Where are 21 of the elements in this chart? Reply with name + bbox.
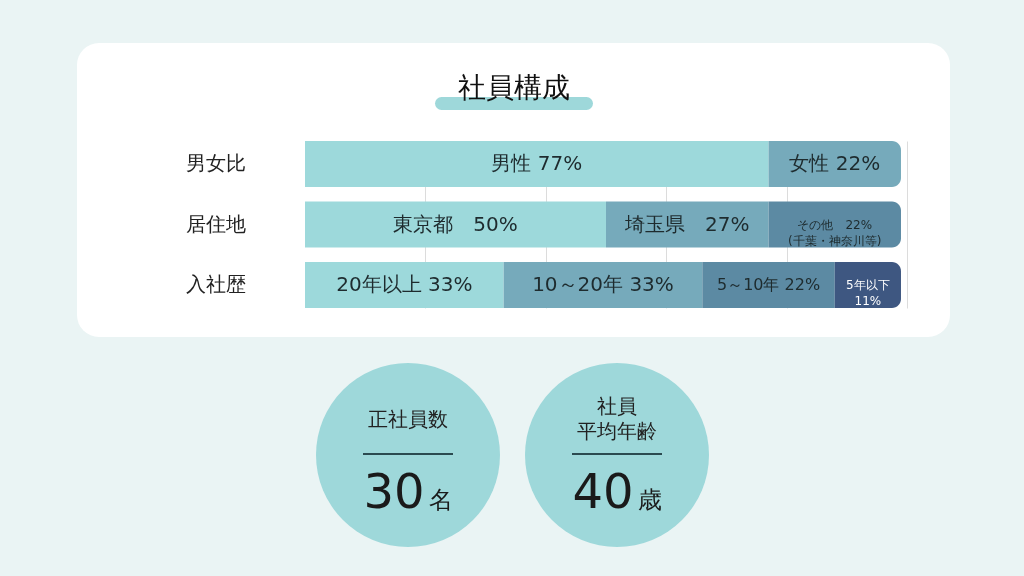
- text: 正社員数: [367, 406, 449, 432]
- chart-title: 社員構成: [457, 71, 570, 104]
- y-tick-label: 入社歴: [185, 272, 246, 297]
- data-label: 20年以上 33%: [336, 272, 473, 297]
- data-label: 5～10年 22%: [716, 275, 821, 295]
- data-label: 男性 77%: [491, 150, 583, 175]
- data-label: 10～20年 33%: [532, 272, 674, 297]
- y-tick-label: 居住地: [185, 211, 246, 236]
- text: 平均年齢: [576, 419, 658, 444]
- bar: [503, 262, 703, 308]
- text: 社員: [596, 394, 638, 419]
- bar: [305, 201, 606, 248]
- bar: [305, 141, 769, 187]
- data-label: 女性 22%: [789, 150, 881, 175]
- bar: [305, 262, 504, 308]
- data-label: その他 22% (千葉・神奈川等): [788, 217, 882, 248]
- data-label: 東京都 50%: [393, 211, 518, 236]
- y-tick-label: 男女比: [185, 150, 246, 175]
- bar: [702, 262, 835, 308]
- data-label: 埼玉県 27%: [624, 211, 750, 236]
- data-label: 5年以下 11%: [846, 278, 890, 309]
